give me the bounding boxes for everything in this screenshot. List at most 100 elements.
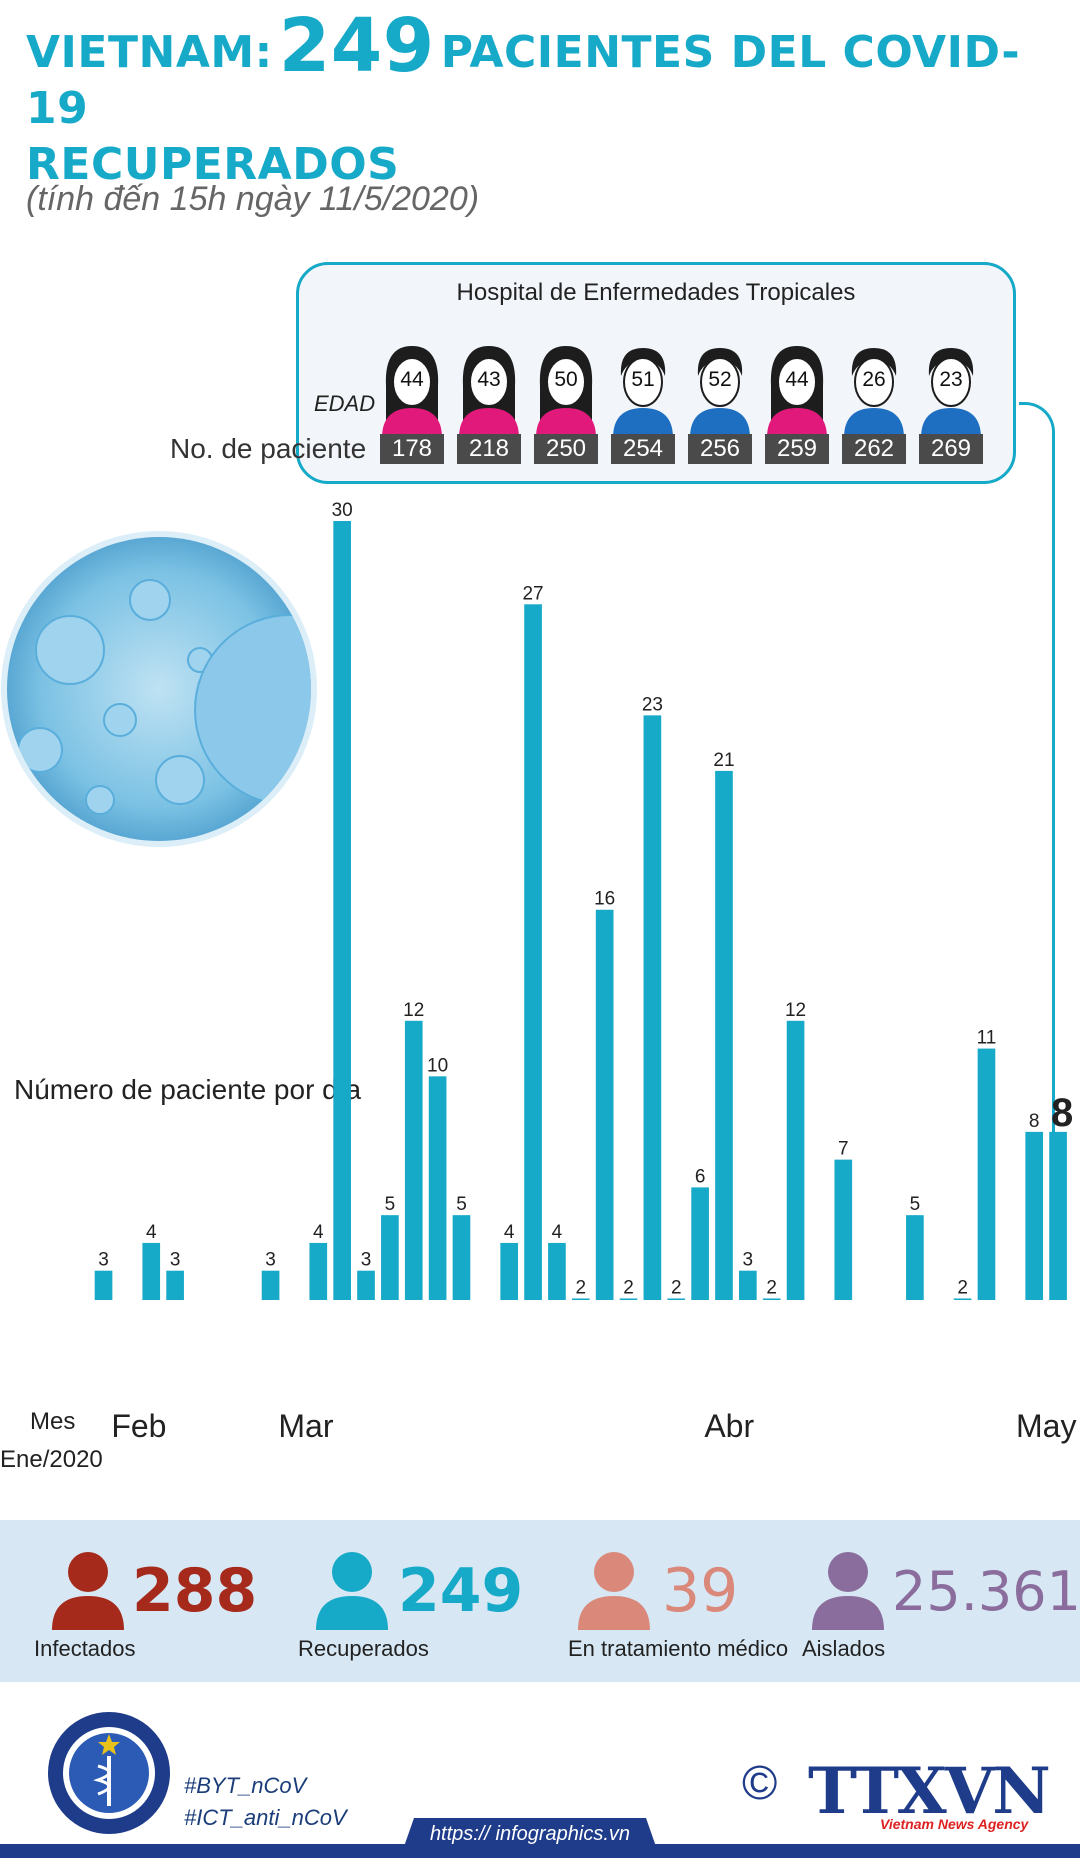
virus-illustration <box>1 531 317 847</box>
person-icon <box>52 1552 124 1630</box>
bar-value-label: 2 <box>957 1277 968 1298</box>
stat-value: 288 <box>132 1556 258 1626</box>
patient-number: 259 <box>765 434 829 464</box>
hashtag-byt[interactable]: #BYT_nCoV <box>184 1773 307 1798</box>
bar-value-label: 5 <box>456 1194 467 1215</box>
stat-value: 39 <box>662 1556 739 1626</box>
stat-in-treatment: 39 En tratamiento médico <box>568 1520 802 1682</box>
page-subtitle: (tính đến 15h ngày 11/5/2020) <box>26 180 480 218</box>
patient-age: 44 <box>785 368 809 391</box>
hospital-title: Hospital de Enfermedades Tropicales <box>456 279 856 306</box>
bar-value-label: 30 <box>332 500 353 521</box>
bar <box>548 1242 566 1300</box>
bar-value-label: 3 <box>743 1250 754 1271</box>
bar-value-label: 3 <box>265 1250 276 1271</box>
y-axis-label: Número de paciente por día <box>14 1074 362 1105</box>
bar-value-label: 27 <box>522 583 543 604</box>
patient-figure: 50 250 <box>534 342 598 464</box>
patient-figure: 43 218 <box>457 342 521 464</box>
person-icon <box>812 1552 884 1630</box>
bar <box>381 1215 399 1300</box>
person-icon <box>578 1552 650 1630</box>
patient-age: 44 <box>400 368 424 391</box>
bar <box>834 1159 853 1300</box>
bar <box>166 1270 184 1300</box>
patient-age: 52 <box>708 368 732 391</box>
patient-figure: 52 256 <box>688 342 752 464</box>
patient-number: 254 <box>611 434 675 464</box>
bar <box>786 1020 805 1300</box>
bar <box>1049 1131 1067 1300</box>
patient-number: 256 <box>688 434 752 464</box>
patient-figure: 44 259 <box>765 342 829 464</box>
bar-value-label: 4 <box>313 1222 324 1243</box>
patient-number: 269 <box>919 434 983 464</box>
patient-number: 250 <box>534 434 598 464</box>
bar <box>739 1270 757 1300</box>
bar-value-label: 7 <box>838 1139 849 1160</box>
stat-label: Recuperados <box>298 1636 429 1661</box>
bar <box>94 1270 113 1300</box>
stat-value: 249 <box>398 1556 524 1626</box>
patient-age: 23 <box>939 368 963 391</box>
patient-age: 26 <box>862 368 886 391</box>
bar <box>333 521 351 1300</box>
bar <box>667 1298 686 1300</box>
bar <box>1025 1131 1044 1300</box>
page-title: VIETNAM:249 PACIENTES DEL COVID-19 RECUPE… <box>26 9 1066 193</box>
stat-value: 25.361 <box>892 1560 1080 1623</box>
bar <box>452 1215 471 1300</box>
bar <box>309 1242 328 1300</box>
bar-value-label: 23 <box>642 694 663 715</box>
month-label: Mar <box>278 1408 334 1444</box>
ministry-of-health-seal <box>48 1712 170 1834</box>
month-label: Feb <box>111 1408 167 1444</box>
bar-value-label: 2 <box>623 1277 634 1298</box>
title-suffix: PACIENTES DEL COVID-19 <box>26 27 1021 134</box>
agency-logo: TTXVN <box>808 1754 1051 1829</box>
daily-recovered-chart: 1281314310112418319120126120327128429303… <box>94 500 1073 1300</box>
patient-number-label: No. de paciente <box>170 433 367 464</box>
patient-number: 218 <box>457 434 521 464</box>
agency-subtitle: Vietnam News Agency <box>880 1816 1029 1832</box>
bar-value-label: 3 <box>170 1250 181 1271</box>
bar-value-label: 12 <box>403 1000 424 1021</box>
bar-value-label: 5 <box>910 1194 921 1215</box>
bar-value-label: 11 <box>977 1028 997 1049</box>
website-link[interactable]: https:// infographics.vn <box>429 1823 631 1845</box>
hashtags: #BYT_nCoV #ICT_anti_nCoV <box>184 1770 347 1834</box>
stat-infected: 288 Infectados <box>34 1520 270 1682</box>
person-icon <box>316 1552 388 1630</box>
bar <box>142 1242 161 1300</box>
title-number: 249 <box>278 3 435 89</box>
bar <box>643 715 662 1300</box>
patient-number: 178 <box>380 434 444 464</box>
bar-value-label: 16 <box>594 889 615 910</box>
bar-value-label: 4 <box>504 1222 515 1243</box>
age-row-label: EDAD <box>314 391 376 416</box>
bar-value-label: 2 <box>671 1277 682 1298</box>
stats-bar: 288 Infectados 249 Recuperados 39 En tra… <box>0 1520 1080 1682</box>
month-label: Abr <box>704 1408 755 1444</box>
hashtag-ict[interactable]: #ICT_anti_nCoV <box>184 1805 347 1830</box>
bar-value-label: 21 <box>713 750 734 771</box>
bar-value-label: 10 <box>427 1055 448 1076</box>
bar <box>715 770 733 1300</box>
bar <box>357 1270 375 1300</box>
bar <box>571 1298 590 1300</box>
bar-value-label: 2 <box>576 1277 587 1298</box>
bar <box>619 1298 638 1300</box>
footer-bar <box>0 1844 1080 1858</box>
bar <box>404 1020 423 1300</box>
stat-isolated: 25.361 Aislados <box>802 1520 1080 1682</box>
bar <box>953 1298 972 1300</box>
bar-value-label: 4 <box>552 1222 563 1243</box>
title-prefix: VIETNAM: <box>26 27 273 78</box>
bar <box>906 1215 924 1300</box>
bar-value-label: 2 <box>766 1277 777 1298</box>
patient-number: 262 <box>842 434 906 464</box>
patient-age: 50 <box>554 368 578 391</box>
bar-value-label: 6 <box>695 1166 706 1187</box>
bar-value-label: 8 <box>1029 1111 1040 1132</box>
copyright-icon: © <box>742 1757 778 1810</box>
